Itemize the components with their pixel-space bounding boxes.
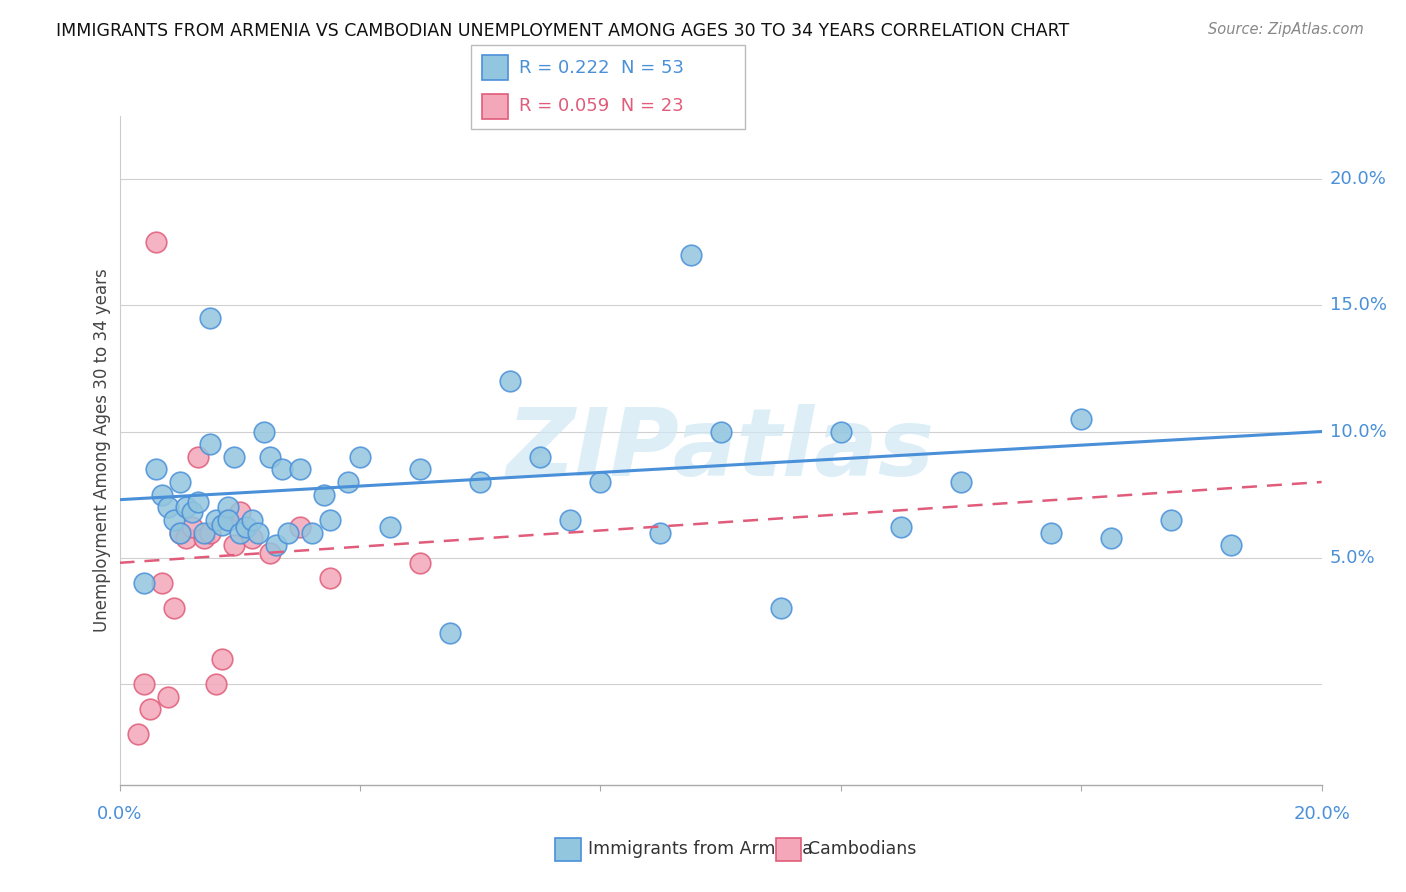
Text: ZIPatlas: ZIPatlas — [506, 404, 935, 497]
Text: 10.0%: 10.0% — [1330, 423, 1386, 441]
Point — [246, 525, 269, 540]
Text: Immigrants from Armenia: Immigrants from Armenia — [588, 840, 813, 858]
Point — [409, 462, 432, 476]
Point — [950, 475, 973, 489]
Point — [174, 500, 197, 515]
Point — [217, 513, 239, 527]
Point — [560, 513, 582, 527]
Point — [439, 626, 461, 640]
Text: IMMIGRANTS FROM ARMENIA VS CAMBODIAN UNEMPLOYMENT AMONG AGES 30 TO 34 YEARS CORR: IMMIGRANTS FROM ARMENIA VS CAMBODIAN UNE… — [56, 22, 1070, 40]
Point — [162, 513, 184, 527]
Point — [240, 513, 263, 527]
Point — [132, 576, 155, 591]
Point — [240, 531, 263, 545]
Y-axis label: Unemployment Among Ages 30 to 34 years: Unemployment Among Ages 30 to 34 years — [93, 268, 111, 632]
Point — [235, 520, 257, 534]
Point — [174, 531, 197, 545]
Text: R = 0.059  N = 23: R = 0.059 N = 23 — [519, 97, 683, 115]
Point — [187, 495, 209, 509]
Point — [1099, 531, 1122, 545]
Point — [378, 520, 401, 534]
Text: 20.0%: 20.0% — [1294, 805, 1350, 823]
Text: Source: ZipAtlas.com: Source: ZipAtlas.com — [1208, 22, 1364, 37]
Point — [150, 576, 173, 591]
Point — [180, 520, 202, 534]
Point — [204, 513, 226, 527]
Point — [193, 525, 215, 540]
Point — [709, 425, 731, 439]
Point — [679, 248, 702, 262]
Point — [301, 525, 323, 540]
Point — [650, 525, 672, 540]
Point — [277, 525, 299, 540]
Point — [769, 601, 792, 615]
Point — [193, 531, 215, 545]
Point — [138, 702, 160, 716]
Point — [890, 520, 912, 534]
Point — [529, 450, 551, 464]
Point — [198, 310, 221, 325]
Point — [204, 677, 226, 691]
Point — [228, 505, 252, 519]
Point — [259, 450, 281, 464]
Point — [499, 374, 522, 388]
Point — [198, 525, 221, 540]
Point — [1040, 525, 1063, 540]
Point — [222, 538, 245, 552]
Point — [1160, 513, 1182, 527]
Point — [169, 475, 191, 489]
Point — [156, 690, 179, 704]
Point — [336, 475, 359, 489]
Point — [145, 235, 167, 250]
Point — [288, 520, 311, 534]
Point — [222, 450, 245, 464]
Point — [217, 513, 239, 527]
Point — [319, 571, 342, 585]
Text: 15.0%: 15.0% — [1330, 296, 1386, 314]
Point — [264, 538, 287, 552]
Point — [156, 500, 179, 515]
Point — [169, 525, 191, 540]
Point — [1070, 412, 1092, 426]
Text: Cambodians: Cambodians — [808, 840, 917, 858]
Point — [830, 425, 852, 439]
Point — [211, 651, 233, 665]
Point — [127, 727, 149, 741]
Point — [312, 488, 335, 502]
Point — [180, 505, 202, 519]
Point — [253, 425, 276, 439]
Point — [217, 500, 239, 515]
Point — [169, 525, 191, 540]
Point — [270, 462, 292, 476]
Point — [259, 546, 281, 560]
Point — [187, 450, 209, 464]
Text: 20.0%: 20.0% — [1330, 170, 1386, 188]
Point — [288, 462, 311, 476]
Text: R = 0.222  N = 53: R = 0.222 N = 53 — [519, 59, 683, 77]
Point — [319, 513, 342, 527]
Point — [145, 462, 167, 476]
Point — [228, 525, 252, 540]
Point — [211, 517, 233, 532]
Text: 0.0%: 0.0% — [97, 805, 142, 823]
Point — [132, 677, 155, 691]
Point — [150, 488, 173, 502]
Text: 5.0%: 5.0% — [1330, 549, 1375, 566]
Point — [198, 437, 221, 451]
Point — [1220, 538, 1243, 552]
Point — [589, 475, 612, 489]
Point — [468, 475, 492, 489]
Point — [349, 450, 371, 464]
Point — [409, 556, 432, 570]
Point — [162, 601, 184, 615]
